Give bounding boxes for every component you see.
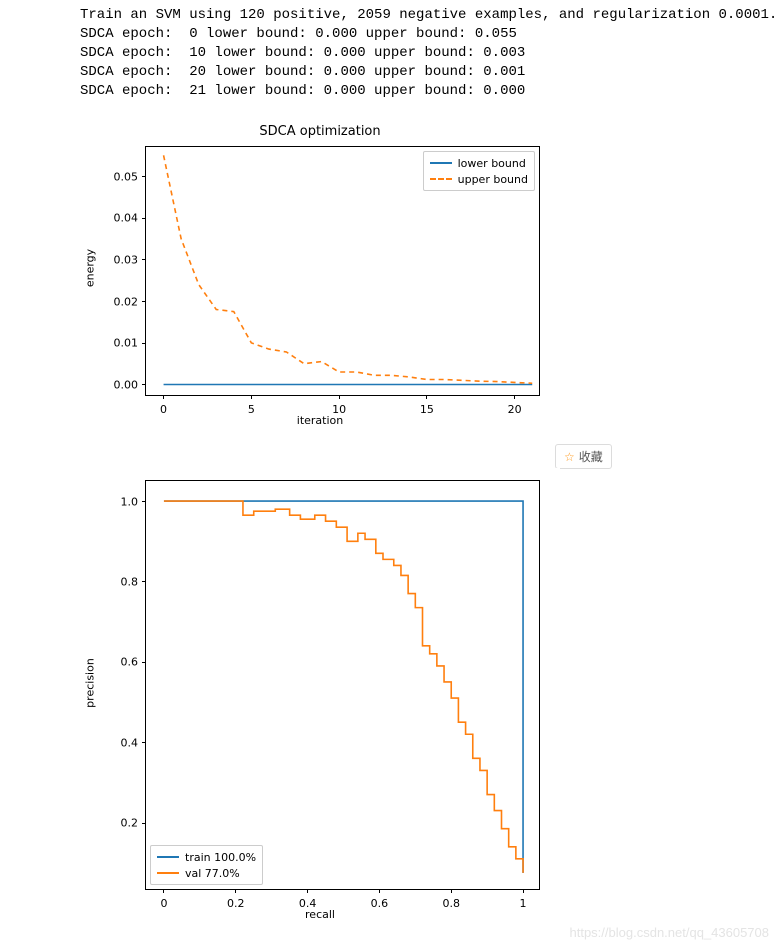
x-tick: 0.2 (227, 897, 245, 910)
legend-label: val 77.0% (185, 867, 240, 880)
y-tick: 0.05 (98, 170, 138, 183)
x-tick: 0 (160, 897, 167, 910)
log-line: SDCA epoch: 0 lower bound: 0.000 upper b… (80, 26, 517, 42)
log-line: SDCA epoch: 20 lower bound: 0.000 upper … (80, 64, 525, 80)
y-tick: 0.4 (98, 736, 138, 749)
legend-label: train 100.0% (185, 851, 256, 864)
legend-label: lower bound (458, 157, 526, 170)
watermark: https://blog.csdn.net/qq_43605708 (570, 925, 770, 940)
console-log: Train an SVM using 120 positive, 2059 ne… (0, 0, 777, 100)
y-tick: 0.8 (98, 575, 138, 588)
y-axis-label: energy (84, 249, 97, 287)
legend-item: upper bound (430, 171, 528, 187)
y-tick: 0.01 (98, 337, 138, 350)
y-axis-label: precision (84, 659, 97, 709)
y-tick: 0.00 (98, 378, 138, 391)
log-line: SDCA epoch: 10 lower bound: 0.000 upper … (80, 45, 525, 61)
axes: lower bound upper bound 051015200.000.01… (145, 146, 540, 396)
x-tick: 0.6 (371, 897, 389, 910)
y-tick: 0.03 (98, 253, 138, 266)
legend: train 100.0% val 77.0% (150, 845, 263, 885)
x-axis-label: recall (305, 908, 335, 921)
star-icon: ☆ (564, 450, 575, 464)
x-tick: 0.8 (442, 897, 460, 910)
y-tick: 0.6 (98, 656, 138, 669)
x-tick: 0 (160, 403, 167, 416)
x-tick: 15 (420, 403, 434, 416)
favorite-label: 收藏 (579, 448, 603, 465)
sdca-chart: SDCA optimization lower bound upper boun… (80, 118, 560, 438)
log-line: SDCA epoch: 21 lower bound: 0.000 upper … (80, 83, 525, 99)
legend-item: val 77.0% (157, 865, 256, 881)
y-tick: 0.2 (98, 817, 138, 830)
y-tick: 0.02 (98, 295, 138, 308)
y-tick: 1.0 (98, 495, 138, 508)
x-tick: 5 (248, 403, 255, 416)
y-tick: 0.04 (98, 212, 138, 225)
x-axis-label: iteration (297, 414, 343, 427)
log-line: Train an SVM using 120 positive, 2059 ne… (80, 7, 777, 23)
pr-chart: train 100.0% val 77.0% 0 0.2 0.4 0.6 0.8 1 0.2… (80, 468, 560, 938)
legend: lower bound upper bound (423, 151, 535, 191)
legend-item: train 100.0% (157, 849, 256, 865)
favorite-button[interactable]: ☆ 收藏 (555, 444, 612, 469)
x-tick: 1 (520, 897, 527, 910)
x-tick: 20 (508, 403, 522, 416)
legend-item: lower bound (430, 155, 528, 171)
legend-label: upper bound (458, 173, 528, 186)
chart-title: SDCA optimization (259, 124, 380, 139)
axes: train 100.0% val 77.0% 00.20.40.60.810.2… (145, 480, 540, 890)
